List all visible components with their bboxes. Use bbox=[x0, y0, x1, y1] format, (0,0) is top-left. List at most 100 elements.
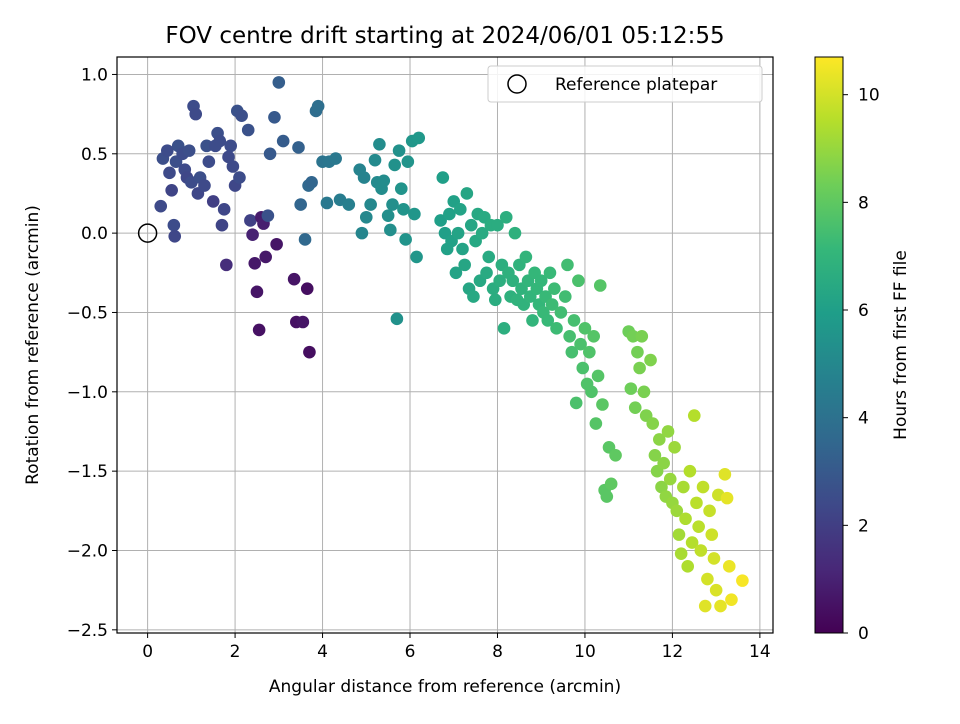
data-point bbox=[381, 209, 395, 222]
colorbar-tick-label: 10 bbox=[858, 86, 880, 106]
data-point bbox=[633, 361, 646, 375]
data-point bbox=[163, 166, 176, 180]
data-point bbox=[543, 266, 557, 280]
data-point bbox=[589, 417, 603, 430]
data-point bbox=[329, 152, 342, 165]
plot-area: 0 2 4 6 8 10 12 14 −2.5 −2.0 −1.5 −1.0 −0.5 0.0 0.5 1.0 bbox=[67, 56, 774, 662]
data-point bbox=[215, 218, 229, 232]
data-point bbox=[631, 345, 644, 359]
data-point bbox=[220, 258, 233, 272]
data-point bbox=[657, 456, 670, 470]
legend: Reference platepar bbox=[487, 65, 763, 103]
axes-frame bbox=[116, 56, 774, 634]
y-tick-label: −2.0 bbox=[67, 541, 108, 561]
data-point bbox=[311, 99, 325, 113]
data-point bbox=[154, 199, 168, 213]
x-tick-label: 2 bbox=[230, 642, 241, 662]
data-point bbox=[268, 110, 281, 124]
data-point bbox=[497, 322, 511, 335]
data-point bbox=[342, 198, 356, 211]
data-point bbox=[696, 480, 710, 494]
data-point bbox=[703, 504, 716, 518]
data-point bbox=[674, 547, 688, 560]
data-point bbox=[648, 448, 662, 462]
data-point bbox=[250, 285, 264, 299]
x-tick-label: 4 bbox=[317, 642, 328, 662]
data-point bbox=[604, 477, 618, 491]
data-point bbox=[475, 226, 489, 240]
data-point bbox=[467, 290, 480, 303]
data-point bbox=[663, 472, 677, 486]
data-point bbox=[574, 337, 587, 351]
colorbar-tick-label: 2 bbox=[858, 516, 869, 536]
data-point bbox=[701, 572, 714, 586]
data-point bbox=[168, 230, 182, 243]
data-point bbox=[384, 223, 397, 237]
y-tick-label: 1.0 bbox=[81, 65, 108, 85]
data-point bbox=[458, 258, 471, 272]
legend-marker-open-circle bbox=[507, 74, 527, 94]
data-point bbox=[714, 599, 727, 613]
chart-title: FOV centre drift starting at 2024/06/01 … bbox=[165, 23, 724, 49]
data-point bbox=[545, 298, 559, 311]
data-point bbox=[694, 544, 708, 557]
data-point bbox=[222, 150, 235, 164]
data-point bbox=[718, 468, 732, 481]
data-point bbox=[585, 385, 598, 399]
data-point bbox=[534, 274, 548, 288]
data-point bbox=[499, 210, 513, 224]
data-point bbox=[635, 329, 649, 343]
data-point bbox=[248, 256, 262, 270]
data-point bbox=[593, 279, 607, 292]
data-point bbox=[541, 314, 555, 327]
colorbar-tick-label: 8 bbox=[858, 193, 869, 213]
data-point bbox=[587, 329, 600, 343]
data-point bbox=[569, 396, 583, 410]
data-point bbox=[583, 345, 596, 359]
data-point bbox=[672, 528, 686, 541]
data-point bbox=[394, 182, 408, 196]
data-point bbox=[259, 250, 272, 264]
legend-label-reference-platepar: Reference platepar bbox=[555, 75, 717, 95]
data-point bbox=[226, 160, 240, 173]
data-point bbox=[160, 144, 174, 157]
data-point bbox=[644, 353, 657, 367]
data-point bbox=[609, 448, 622, 462]
data-point bbox=[519, 250, 533, 264]
data-point bbox=[690, 496, 703, 510]
data-point bbox=[292, 141, 305, 154]
data-point bbox=[548, 282, 561, 295]
data-point bbox=[687, 409, 701, 422]
data-point bbox=[626, 329, 640, 343]
y-tick-label: −1.0 bbox=[67, 383, 108, 403]
data-point bbox=[685, 536, 699, 549]
data-point bbox=[655, 480, 668, 494]
data-point bbox=[637, 385, 651, 399]
data-point bbox=[720, 491, 734, 505]
data-point bbox=[677, 480, 690, 494]
data-point bbox=[320, 196, 334, 210]
data-point bbox=[436, 171, 450, 184]
data-point bbox=[233, 171, 246, 184]
data-point bbox=[261, 209, 275, 222]
data-point bbox=[558, 290, 572, 303]
data-point bbox=[287, 272, 301, 286]
data-point bbox=[388, 158, 402, 172]
data-point bbox=[491, 218, 504, 232]
data-point bbox=[410, 250, 423, 264]
data-point bbox=[408, 207, 421, 221]
data-point bbox=[725, 593, 738, 606]
data-point bbox=[252, 323, 266, 337]
data-point bbox=[270, 237, 283, 251]
data-point bbox=[368, 153, 382, 167]
data-point bbox=[480, 266, 493, 280]
data-point bbox=[652, 433, 666, 446]
data-point bbox=[600, 490, 614, 503]
data-point bbox=[661, 425, 675, 438]
data-point bbox=[303, 345, 316, 359]
legend-box bbox=[487, 65, 763, 103]
x-tick-label: 12 bbox=[662, 642, 684, 662]
data-point bbox=[401, 155, 415, 169]
data-point bbox=[213, 134, 227, 148]
x-tick-label: 6 bbox=[405, 642, 416, 662]
